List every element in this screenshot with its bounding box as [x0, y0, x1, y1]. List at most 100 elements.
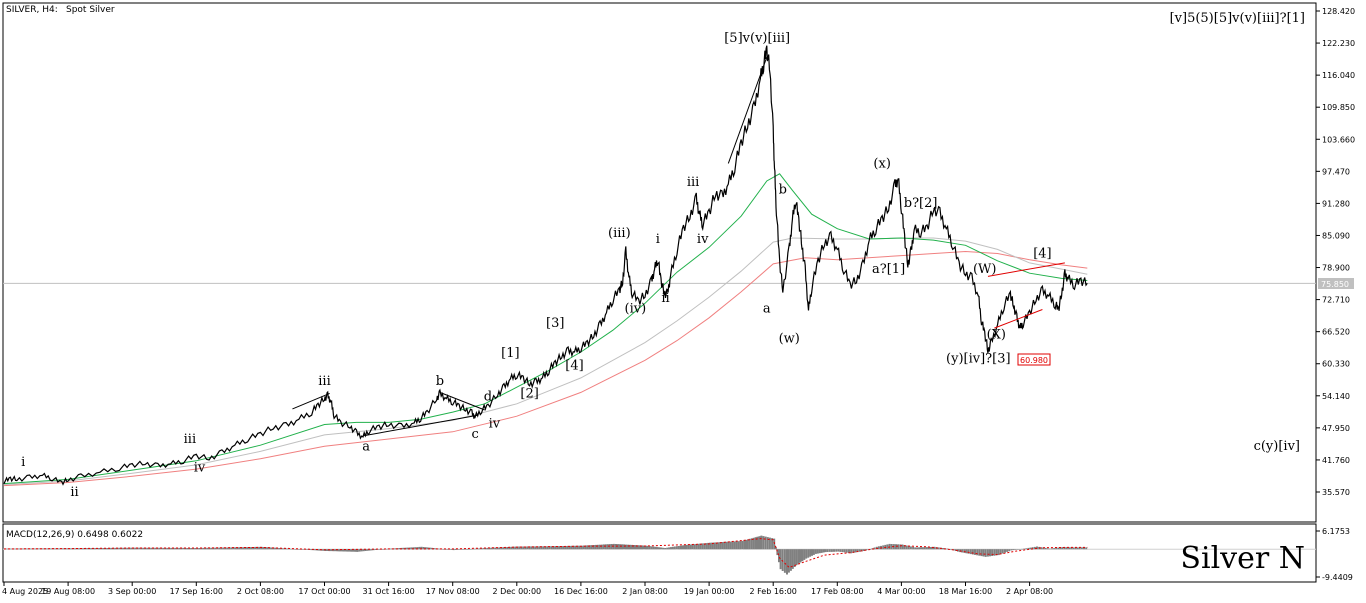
macd-histogram-bar — [442, 549, 445, 550]
macd-histogram-bar — [666, 547, 669, 550]
macd-histogram-bar — [390, 548, 393, 550]
macd-histogram-bar — [54, 548, 57, 550]
macd-histogram-bar — [74, 548, 77, 550]
macd-histogram-bar — [470, 548, 473, 550]
macd-histogram-bar — [498, 547, 501, 550]
macd-histogram-bar — [1040, 547, 1043, 550]
macd-histogram-bar — [683, 545, 686, 550]
macd-histogram-bar — [1044, 547, 1047, 550]
macd-histogram-bar — [30, 548, 32, 550]
macd-histogram-bar — [1012, 549, 1015, 551]
macd-histogram-bar — [540, 546, 543, 550]
macd-signal-line — [3, 538, 1088, 569]
macd-histogram-bar — [795, 549, 798, 566]
macd-histogram-bar — [172, 547, 175, 550]
macd-histogram-bar — [102, 548, 105, 550]
macd-histogram-bar — [202, 547, 205, 550]
wave-label: iv — [697, 232, 709, 247]
price-series-line — [3, 45, 1088, 486]
macd-histogram-bar — [699, 543, 702, 550]
macd-histogram-bar — [654, 546, 657, 550]
macd-histogram-bar — [989, 549, 991, 557]
macd-histogram-bar — [212, 547, 215, 550]
macd-histogram-bar — [146, 547, 149, 550]
macd-histogram-bar — [352, 549, 355, 552]
y-tick-label: 41.760 — [1322, 456, 1350, 465]
macd-histogram-bar — [462, 549, 465, 550]
macd-histogram-bar — [786, 549, 788, 575]
macd-histogram-bar — [460, 549, 463, 550]
macd-histogram-bar — [750, 538, 753, 550]
trendline-1 — [362, 414, 479, 437]
macd-histogram-bar — [206, 547, 209, 550]
wave-label: [5]v(v)[iii] — [724, 31, 790, 46]
macd-histogram-bar — [662, 547, 665, 550]
macd-histogram-bar — [490, 547, 493, 550]
macd-histogram-bar — [242, 547, 245, 550]
macd-histogram-bar — [122, 547, 125, 550]
wave-label: a — [362, 439, 370, 454]
macd-histogram-bar — [921, 547, 924, 550]
macd-histogram-bar — [364, 549, 367, 551]
macd-histogram-bar — [218, 547, 221, 550]
x-tick-label: 3 Sep 00:00 — [108, 587, 156, 596]
macd-histogram-bar — [374, 549, 377, 550]
macd-histogram-bar — [760, 535, 763, 550]
trendline-5 — [994, 309, 1043, 329]
macd-histogram-bar — [70, 548, 73, 550]
macd-histogram-bar — [418, 546, 421, 550]
macd-histogram-bar — [254, 546, 257, 550]
macd-histogram-bar — [586, 545, 589, 550]
x-tick-label: 17 Nov 08:00 — [426, 587, 480, 596]
macd-histogram-bar — [224, 547, 227, 550]
macd-histogram-bar — [336, 549, 339, 552]
macd-histogram-bar — [386, 548, 389, 550]
macd-histogram-bar — [414, 547, 417, 550]
macd-histogram-bar — [841, 549, 844, 553]
macd-axis[interactable]: 6.1753 -9.4409 — [1316, 527, 1353, 582]
macd-histogram-bar — [862, 549, 865, 551]
macd-histogram-bar — [238, 547, 241, 550]
macd-histogram-bar — [701, 543, 704, 550]
macd-histogram-bar — [766, 537, 769, 550]
macd-histogram-bar — [516, 546, 519, 550]
macd-histogram-bar — [711, 542, 714, 550]
y-tick-label: 122.230 — [1322, 39, 1355, 48]
macd-histogram-bar — [725, 541, 728, 550]
macd-histogram-bar — [1061, 547, 1064, 550]
svg-text:60.980: 60.980 — [1020, 356, 1048, 365]
ma-fast-line — [3, 173, 1088, 485]
macd-histogram-bar — [492, 547, 495, 550]
macd-histogram-bar — [532, 546, 535, 550]
wave-count-label: [v]5(5)[5]v(v)[iii]?[1] — [1170, 11, 1305, 26]
macd-histogram-bar — [937, 547, 940, 550]
macd-histogram-bar — [538, 546, 541, 550]
macd-histogram-bar — [691, 544, 694, 550]
macd-histogram-bar — [408, 547, 411, 550]
macd-histogram-bar — [246, 547, 249, 550]
macd-histogram-bar — [818, 549, 821, 554]
macd-histogram-bar — [754, 537, 757, 550]
macd-histogram-bar — [138, 547, 141, 550]
macd-histogram-bar — [931, 546, 934, 550]
macd-histogram-bar — [899, 544, 902, 550]
macd-histogram-bar — [66, 548, 69, 550]
macd-histogram-bar — [478, 548, 481, 550]
macd-histogram-bar — [687, 544, 690, 550]
macd-histogram-bar — [46, 548, 49, 550]
macd-histogram-bar — [134, 547, 137, 550]
macd-histogram-bar — [332, 549, 335, 552]
macd-histogram-bar — [856, 549, 859, 553]
macd-histogram-bar — [372, 549, 375, 551]
wave-label: a?[1] — [872, 262, 905, 277]
macd-histogram-bar — [594, 544, 597, 550]
macd-histogram-bar — [980, 549, 983, 557]
macd-histogram-bar — [637, 545, 639, 550]
macd-histogram-bar — [572, 545, 575, 550]
y-tick-label: 103.660 — [1322, 135, 1355, 144]
macd-histogram-bar — [791, 549, 794, 569]
price-axis[interactable]: 128.420 122.230 116.040 109.850 103.660 97.47… — [1316, 7, 1355, 497]
macd-histogram-bar — [474, 548, 477, 550]
